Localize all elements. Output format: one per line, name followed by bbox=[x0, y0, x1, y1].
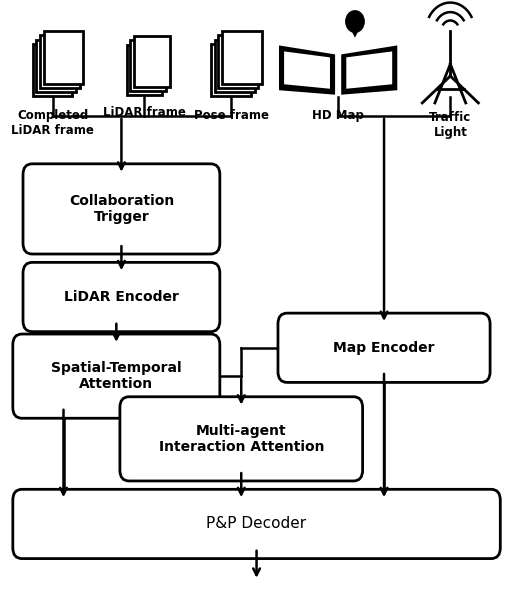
Text: LiDAR frame: LiDAR frame bbox=[103, 106, 186, 119]
Polygon shape bbox=[284, 52, 330, 89]
Bar bbox=[33, 44, 73, 97]
Text: Traffic
Light: Traffic Light bbox=[429, 110, 471, 139]
Text: HD Map: HD Map bbox=[312, 109, 364, 122]
FancyBboxPatch shape bbox=[13, 490, 500, 559]
Text: Collaboration
Trigger: Collaboration Trigger bbox=[69, 194, 174, 224]
Bar bbox=[215, 40, 254, 92]
FancyBboxPatch shape bbox=[23, 164, 220, 254]
Text: P&P Decoder: P&P Decoder bbox=[207, 517, 307, 532]
Bar bbox=[126, 44, 162, 95]
Bar bbox=[211, 44, 251, 97]
Bar bbox=[44, 31, 83, 83]
Polygon shape bbox=[347, 52, 392, 89]
FancyBboxPatch shape bbox=[278, 313, 490, 382]
Bar bbox=[36, 40, 76, 92]
Bar bbox=[130, 40, 166, 91]
Text: Map Encoder: Map Encoder bbox=[333, 341, 435, 355]
FancyBboxPatch shape bbox=[13, 334, 220, 418]
Bar bbox=[40, 35, 80, 88]
FancyBboxPatch shape bbox=[120, 397, 363, 481]
Text: Spatial-Temporal
Attention: Spatial-Temporal Attention bbox=[51, 361, 182, 391]
Polygon shape bbox=[348, 25, 362, 38]
Bar bbox=[219, 35, 258, 88]
Text: Completed
LiDAR frame: Completed LiDAR frame bbox=[11, 109, 94, 137]
Text: Multi-agent
Interaction Attention: Multi-agent Interaction Attention bbox=[159, 424, 324, 454]
FancyBboxPatch shape bbox=[23, 262, 220, 332]
Bar bbox=[222, 31, 262, 83]
Polygon shape bbox=[279, 46, 335, 95]
Text: LiDAR Encoder: LiDAR Encoder bbox=[64, 290, 179, 304]
Text: Pose frame: Pose frame bbox=[194, 109, 268, 122]
Bar bbox=[134, 36, 169, 87]
Circle shape bbox=[346, 11, 364, 32]
Polygon shape bbox=[341, 46, 397, 95]
